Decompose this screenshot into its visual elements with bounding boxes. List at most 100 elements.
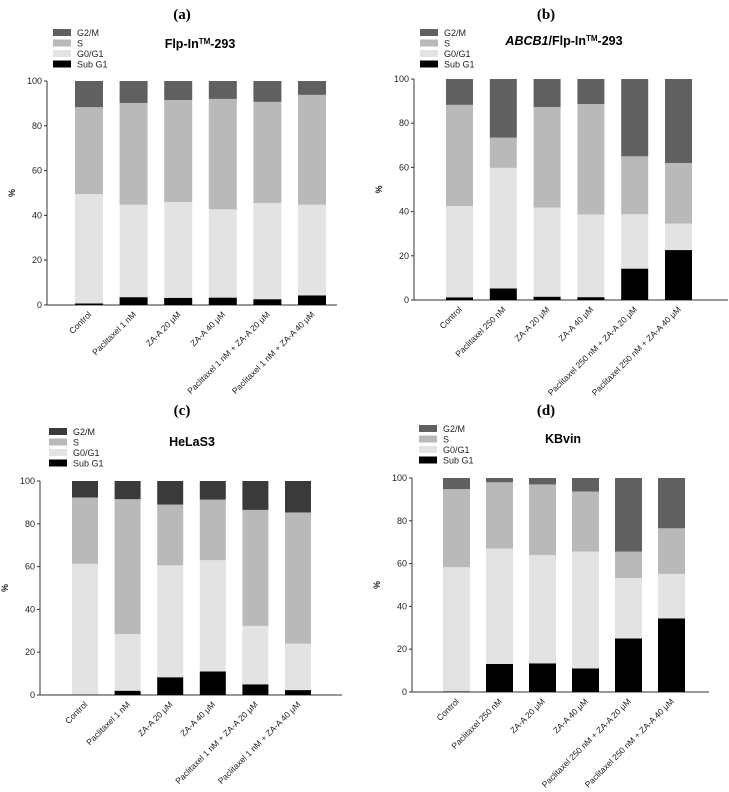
y-tick-label: 80: [399, 118, 409, 128]
legend-swatch-s: [49, 438, 67, 446]
legend-label: G0/G1: [443, 445, 470, 455]
y-axis-label: %: [374, 185, 384, 193]
legend-label: G2/M: [77, 28, 99, 38]
panel-a: (a) Flp-InTM-293 G2/M S G0/G1 Sub G1 0 20 40 60 80…: [0, 0, 364, 396]
y-tick-label: 20: [399, 251, 409, 261]
y-tick-label: 100: [394, 74, 409, 84]
x-tick-label: Paclitaxel 1 nM + ZA-A 40 μM: [216, 699, 303, 786]
panel-label: (a): [173, 7, 191, 23]
y-tick-label: 20: [32, 255, 42, 265]
bar-segment-g0-g1: [615, 577, 642, 639]
bar-segment-s: [242, 509, 269, 626]
legend-swatch-g2-m: [49, 428, 67, 435]
bar-segment-s: [577, 103, 605, 215]
bar-segment-g2-m: [164, 81, 193, 101]
y-axis-label: %: [372, 581, 382, 589]
legend-label: G0/G1: [444, 49, 471, 59]
panel-label: (b): [537, 7, 555, 23]
bar-segment-sub-g1: [489, 288, 517, 300]
bar-segment-sub-g1: [658, 618, 685, 692]
title-part: -293: [598, 34, 623, 48]
chart-title: ABCB1/Flp-InTM-293: [504, 34, 622, 49]
legend-swatch-g0-g1: [53, 50, 71, 57]
legend-label: G2/M: [444, 28, 466, 38]
bar-segment-s: [72, 497, 98, 564]
bar-segment-g2-m: [208, 81, 237, 99]
bar-segment-g2-m: [486, 478, 513, 483]
bar-segment-g0-g1: [446, 206, 473, 298]
x-tick-label: Paclitaxel 250 nM + ZA-A 20 μM: [540, 696, 633, 789]
bar-segment-s: [529, 484, 556, 556]
y-tick-label: 60: [25, 562, 35, 572]
bar-segment-sub-g1: [114, 690, 141, 695]
y-tick-label: 80: [397, 516, 407, 526]
y-tick-label: 0: [37, 300, 42, 310]
legend-label: S: [443, 435, 449, 445]
bar-segment-sub-g1: [298, 295, 326, 305]
bar-segment-g2-m: [285, 481, 311, 513]
legend-swatch-g0-g1: [419, 446, 437, 453]
bar-segment-s: [298, 94, 326, 205]
y-tick-label: 60: [32, 166, 42, 176]
bar-segment-s: [208, 98, 237, 210]
bar-segment-sub-g1: [486, 663, 513, 692]
y-tick-label: 80: [25, 519, 35, 529]
title-part: Flp-In: [165, 37, 199, 51]
legend-label: S: [444, 39, 450, 49]
bar-segment-g0-g1: [164, 201, 193, 298]
bar-segment-sub-g1: [253, 299, 282, 305]
bar-segment-g0-g1: [75, 194, 103, 304]
legend-swatch-sub-g1: [49, 459, 67, 467]
bar-segment-s: [621, 156, 649, 215]
bar-segment-sub-g1: [199, 671, 226, 695]
y-axis-label: %: [0, 584, 10, 592]
bar-segment-g0-g1: [298, 204, 326, 296]
x-tick-label: ZA-A 40 μM: [551, 696, 590, 735]
bar-segment-g0-g1: [621, 214, 649, 269]
bar-segment-g2-m: [253, 81, 282, 102]
bar-segment-g2-m: [533, 79, 561, 108]
bar-segment-sub-g1: [621, 268, 649, 300]
bar-segment-s: [489, 137, 517, 168]
bar-segment-g0-g1: [443, 567, 470, 692]
x-tick-label: ZA-A 20 μM: [508, 696, 547, 735]
bar-segment-s: [665, 162, 692, 224]
x-tick-label: Paclitaxel 250 nM + ZA-A 20 μM: [546, 304, 639, 396]
bar-segment-s: [285, 512, 311, 644]
y-tick-label: 60: [399, 162, 409, 172]
y-tick-label: 100: [27, 76, 42, 86]
bar-segment-g2-m: [489, 79, 517, 138]
x-tick-label: ZA-A 20 μM: [513, 304, 552, 343]
bar-segment-g2-m: [665, 79, 692, 163]
title-part: TM: [199, 37, 211, 46]
bar-segment-s: [199, 499, 226, 561]
bar-segment-sub-g1: [446, 297, 473, 300]
panel-b: (b) ABCB1/Flp-InTM-293 G2/M S G0/G1 Sub G1 0 20…: [364, 0, 728, 396]
bar-segment-g0-g1: [577, 214, 605, 298]
bar-segment-g0-g1: [114, 634, 141, 691]
bar-segment-g0-g1: [285, 643, 311, 691]
legend-label: Sub G1: [444, 60, 475, 70]
bar-segment-g2-m: [114, 481, 141, 500]
legend-swatch-g2-m: [419, 425, 437, 432]
bar-segment-s: [615, 551, 642, 578]
bar-segment-g0-g1: [253, 203, 282, 300]
y-tick-label: 40: [32, 210, 42, 220]
x-tick-label: ZA-A 40 μM: [178, 699, 217, 738]
bar-segment-sub-g1: [665, 250, 692, 300]
bar-segment-s: [443, 489, 470, 568]
legend-swatch-sub-g1: [53, 60, 71, 68]
x-tick-label: Paclitaxel 1 nM + ZA-A 20 μM: [173, 699, 260, 786]
legend-label: G0/G1: [77, 49, 104, 59]
bar-segment-g0-g1: [119, 204, 148, 298]
legend-label: G0/G1: [73, 448, 100, 458]
x-tick-label: Paclitaxel 250 nM + ZA-A 40 μM: [583, 696, 676, 789]
y-tick-label: 100: [20, 476, 35, 486]
bar-segment-s: [253, 101, 282, 204]
y-tick-label: 0: [404, 295, 409, 305]
bar-segment-sub-g1: [529, 663, 556, 692]
x-tick-label: Control: [434, 696, 461, 723]
bar-segment-s: [114, 499, 141, 635]
